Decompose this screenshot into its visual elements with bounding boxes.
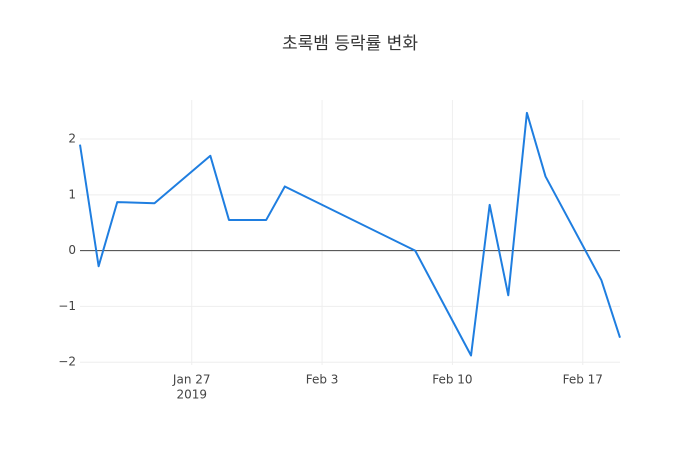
x-year-label: 2019 (176, 388, 207, 402)
x-tick-label: Feb 3 (306, 373, 339, 387)
x-tick-label: Jan 27 (172, 373, 211, 387)
y-tick-label: −2 (58, 355, 76, 369)
data-line (79, 111, 621, 357)
y-tick-label: 1 (68, 187, 76, 201)
y-tick-label: 2 (68, 132, 76, 146)
x-tick-label: Feb 17 (563, 373, 603, 387)
chart-title: 초록뱀 등락률 변화 (282, 34, 418, 54)
y-tick-label: −1 (58, 299, 76, 313)
y-tick-label: 0 (68, 243, 76, 257)
x-tick-label: Feb 10 (432, 373, 472, 387)
